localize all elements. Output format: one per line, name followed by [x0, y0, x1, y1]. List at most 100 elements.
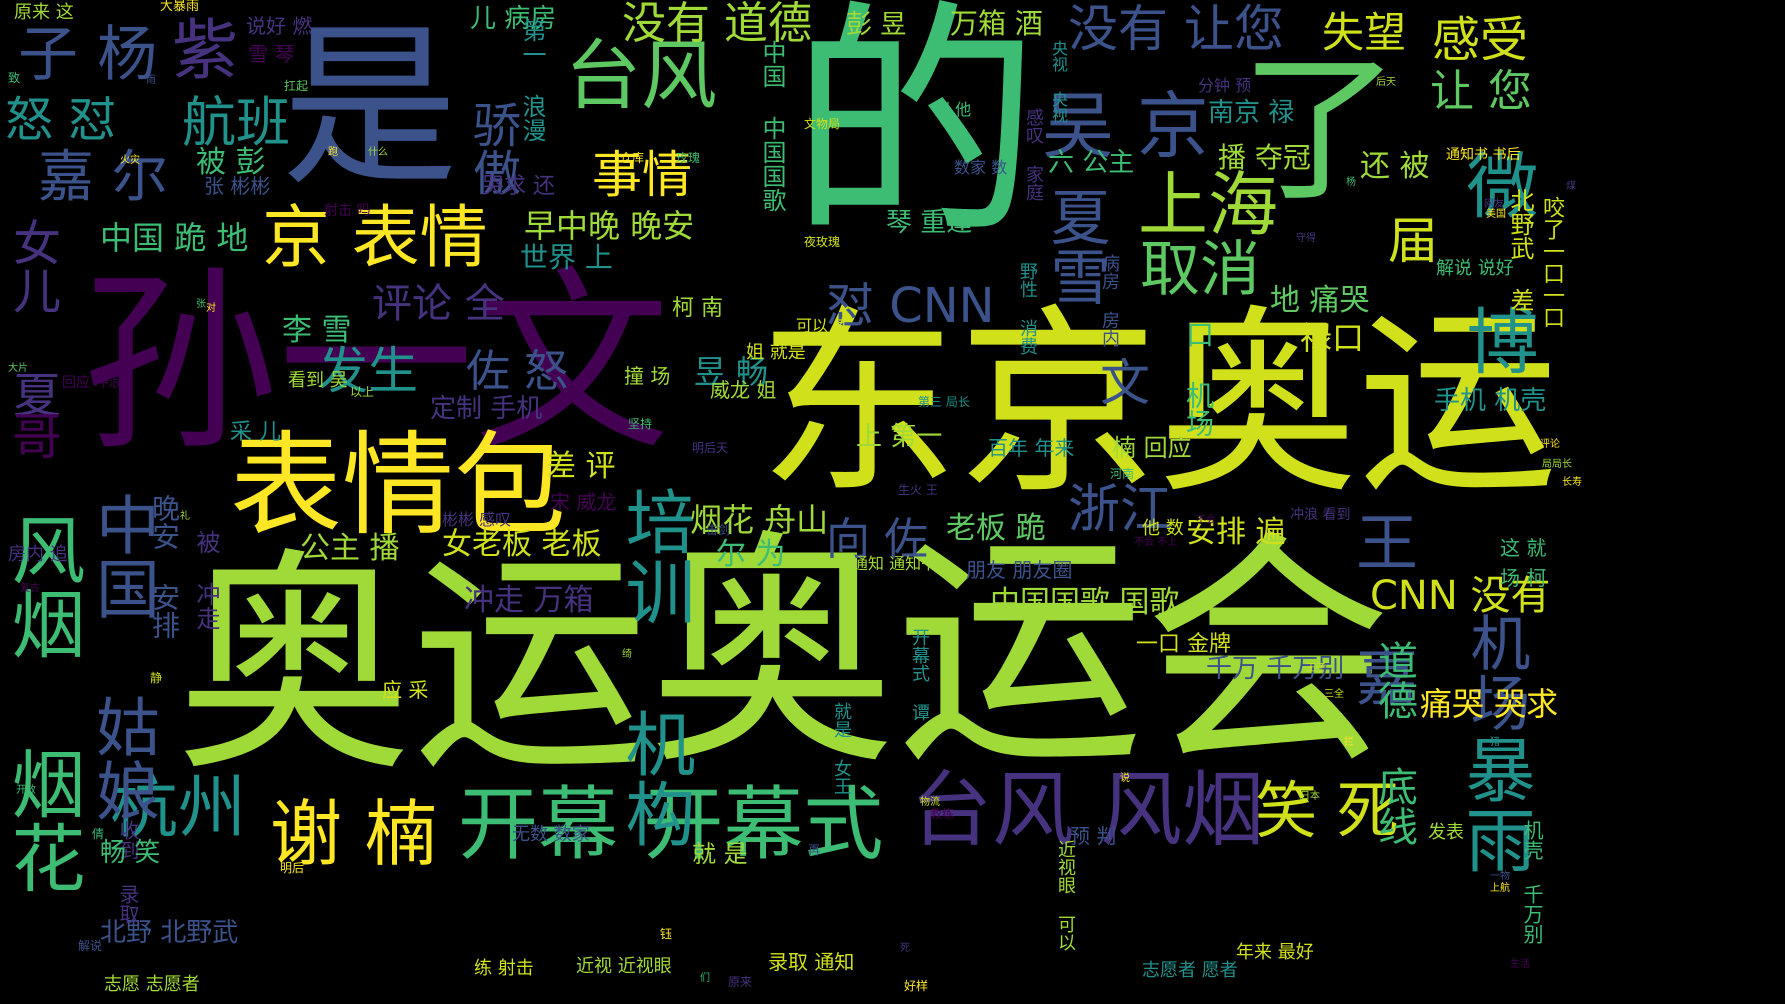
word-nanjing-lu: 南京 禄	[1208, 98, 1295, 128]
word-dianshi: 央视 央视	[1049, 40, 1068, 123]
word-changsheng: 长寿	[1562, 477, 1582, 488]
word-riben: 日本	[1300, 791, 1320, 802]
word-qing: 倩	[92, 827, 105, 841]
word-shenghuo: 生火 王	[898, 483, 938, 497]
word-meiyou-rangnin: 没有 让您	[1068, 0, 1284, 58]
word-wanxiang-jiu: 万箱 酒	[950, 7, 1043, 40]
word-shuo: 说	[1120, 773, 1130, 784]
word-bo-duoguan: 播 夺冠	[1218, 141, 1311, 174]
word-erwei: 尔 为	[716, 537, 786, 572]
word-gongzhu-bo: 公主 播	[300, 531, 400, 566]
word-kaifang: 开放	[16, 785, 36, 796]
word-jujian: 击剑	[706, 523, 731, 537]
word-aoyun: 奥运	[176, 528, 649, 803]
word-taifeng-fengyan: 台风 风烟	[910, 763, 1265, 858]
word-huiying: 楠 回应	[1112, 434, 1192, 462]
word-jujiazhang: 局局长	[1542, 459, 1572, 470]
word-ziyang: 子 杨	[18, 20, 158, 90]
word-jiankang: 近视眼 可以	[1055, 840, 1076, 951]
word-wushu: 无数 数家	[512, 824, 590, 845]
word-disan: 第三 局长	[918, 395, 970, 409]
word-hangban: 航班	[182, 91, 290, 154]
word-sun-yiwen: 孙一文	[82, 250, 671, 478]
word-dongjing-aoyun: 东京奥运	[758, 288, 1559, 521]
word-si: 死	[900, 943, 910, 954]
word-pinglun-quan: 评论 全	[372, 281, 505, 327]
word-shangdiyi: 上 第一	[856, 422, 943, 452]
word-wenwuju: 文物局	[804, 117, 841, 131]
word-taifeng: 台风	[565, 31, 717, 120]
word-qin-chongfeng: 琴 重逢	[886, 208, 973, 238]
word-meiyou-daode: 没有 道德	[622, 0, 812, 49]
word-bingfang: 病房 房内	[1099, 254, 1120, 347]
word-kandao: 看到 吴	[288, 370, 348, 391]
word-tongzhishu: 通知书 书后	[1446, 147, 1521, 163]
word-shanghang: 上航	[1490, 883, 1510, 894]
word-shejixiao: 射击 吗	[324, 203, 371, 219]
word-lixue: 李 雪	[282, 313, 352, 348]
word-wangjia: 王 嘉	[1345, 510, 1418, 707]
word-nvwang: 就是 女王	[831, 702, 852, 795]
word-jie: 届	[1388, 212, 1438, 270]
word-peixun-jigou: 培训 机构	[614, 486, 696, 848]
word-luqu: 录取 通知	[768, 950, 855, 974]
word-jiuzai: 就 是	[692, 840, 748, 868]
word-henan: 河南	[1110, 467, 1135, 481]
word-jiaer: 嘉 尔	[38, 145, 168, 210]
word-yanhua-zhoushan: 烟花 舟山	[690, 501, 829, 539]
word-yeguihua: 夜玫瑰	[804, 235, 841, 249]
word-laoban-gui: 老板 跪	[946, 511, 1046, 546]
word-xiaxue: 夏雪	[1040, 186, 1110, 306]
word-rangnin: 让 您	[1430, 66, 1532, 117]
word-nvermen: 女儿 夏	[4, 218, 60, 418]
word-biaoyang: 发表	[1428, 822, 1464, 843]
word-buhui: 不会	[1196, 515, 1216, 526]
word-lianshe: 练 射击	[474, 958, 534, 979]
word-shouji-jike: 手机 机壳	[1434, 386, 1547, 416]
word-shiqing: 事情	[592, 146, 692, 204]
word-beipeng: 被 彭	[196, 145, 266, 180]
word-dingzhi: 定制 手机	[430, 394, 543, 424]
word-chonglang: 回应 冲浪	[62, 375, 123, 391]
word-jiejue: 解说 说好	[1436, 258, 1514, 279]
word-zhongguo-guoge: 中国国歌 国歌	[990, 585, 1180, 620]
word-yuchang: 昱 畅	[694, 353, 769, 391]
word-fengyan-yanhua: 风烟 烟花	[0, 512, 85, 894]
word-zuonu: 佐 怒	[466, 346, 568, 397]
word-yang: 杨	[1346, 177, 1356, 188]
word-wuliu: 物流	[920, 797, 940, 808]
word-niandai: 年来 最好	[1236, 942, 1314, 963]
word-meiguo: 美国	[1486, 209, 1506, 220]
word-ersidai: 儿 病房	[470, 4, 557, 34]
word-yishang: 以上	[350, 385, 375, 399]
word-jiaoao: 骄傲	[464, 100, 520, 196]
word-haibei: 还 被	[1360, 149, 1430, 184]
word-yingcai: 应 采	[382, 678, 429, 702]
word-lukou: 禄口	[1300, 319, 1365, 357]
word-diyi-langman: 第一 浪漫	[518, 18, 546, 142]
word-beichongzou: 被 冲走	[192, 530, 220, 630]
word-caier: 采 儿	[230, 420, 281, 445]
word-baiyuan: 百年 年来	[988, 436, 1075, 460]
word-tadeshu: 他 数	[1142, 518, 1184, 539]
word-wangyou: 网友	[1484, 199, 1504, 210]
word-shenme: 什么	[368, 147, 388, 158]
word-shuohao: 说好 燃	[246, 14, 313, 38]
word-chaping: 差 评	[546, 449, 616, 484]
word-zhiyuanzhe: 志愿者 愿者	[1142, 960, 1238, 981]
word-minghoutian: 明后天	[692, 441, 729, 455]
word-dapian: 大片	[8, 363, 28, 374]
word-nunu: 怒 怼	[5, 92, 117, 148]
word-men: 们	[700, 973, 710, 984]
word-changxiao: 畅 笑	[100, 838, 161, 868]
word-shuzi: 数家 数	[954, 158, 1008, 177]
word-keyi-lian: 可以 练	[796, 316, 850, 335]
word-anpai-bian: 安排 遍	[1186, 515, 1286, 550]
word-beiye: 北野 北野武	[100, 918, 239, 948]
word-fufang: 房内 追	[8, 544, 68, 565]
word-yuanlai: 原来 这	[14, 2, 74, 23]
word-le: 了	[1240, 36, 1401, 223]
word-cangku: 仓库	[620, 151, 645, 165]
word-xienan: 谢 楠	[270, 792, 437, 876]
